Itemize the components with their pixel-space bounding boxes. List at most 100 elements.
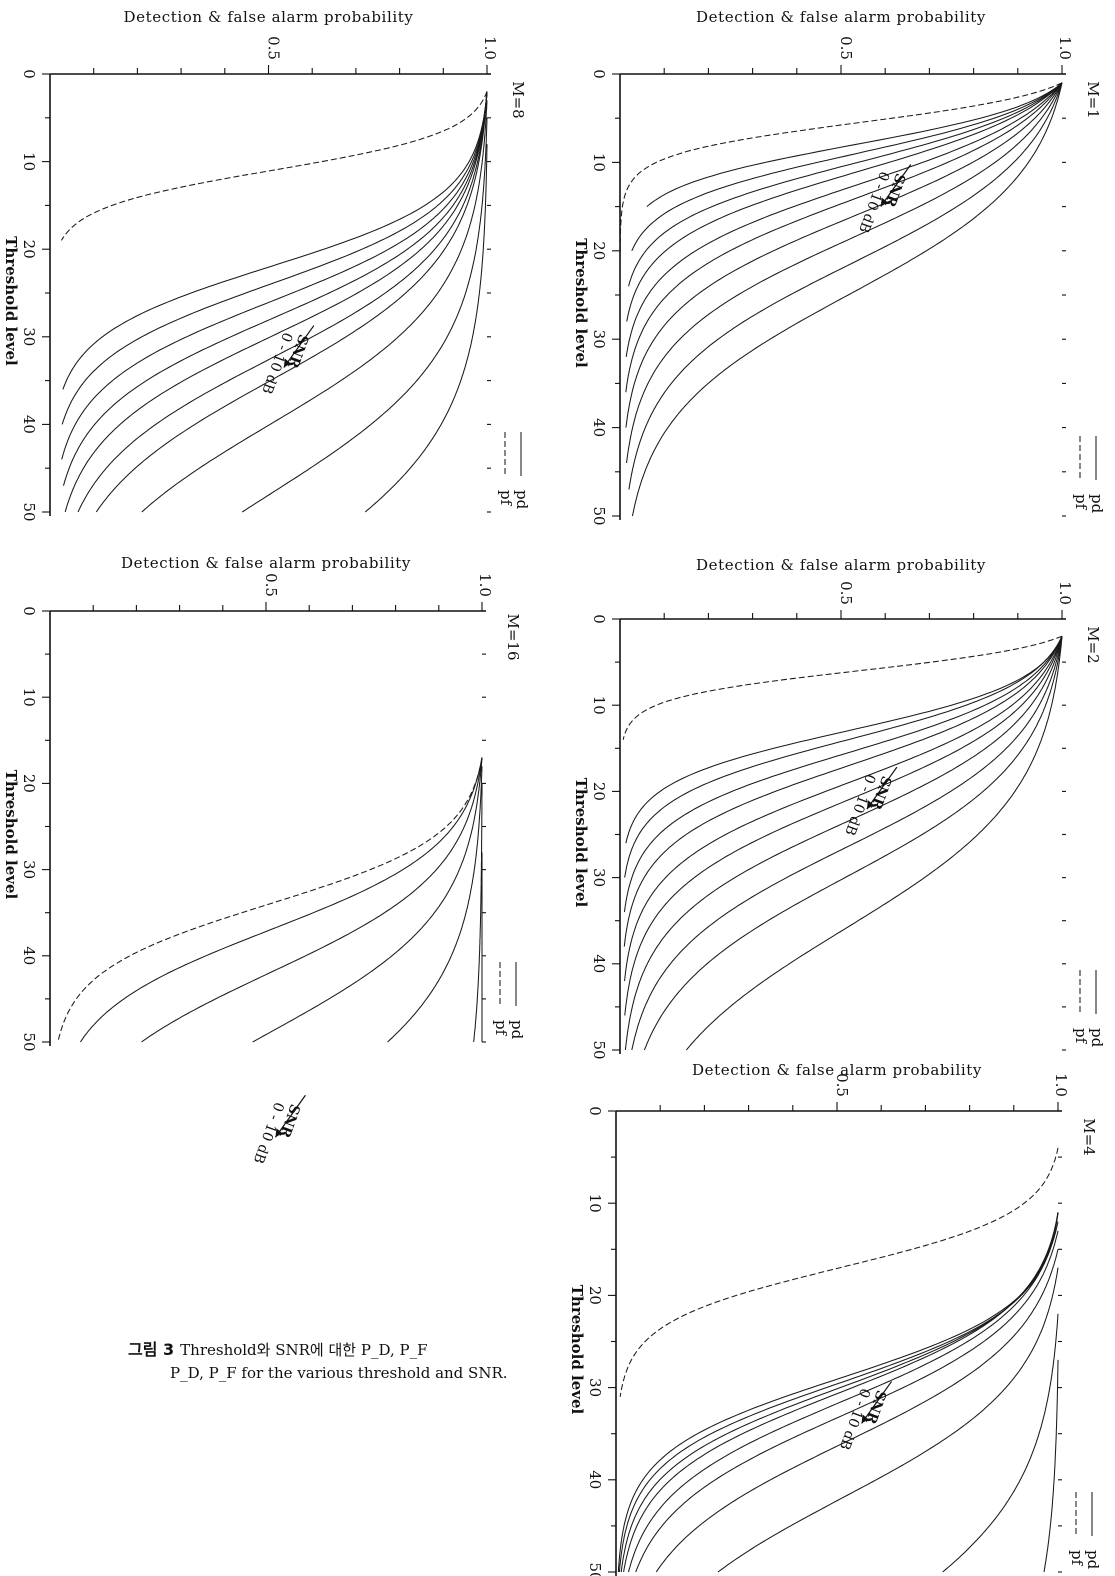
threshold-axis-label: Threshold level <box>2 236 20 366</box>
snr-arrow <box>880 164 912 207</box>
legend-pd-label: pd <box>513 490 531 510</box>
panel-title: M=1 <box>1084 81 1102 118</box>
pf-curve <box>60 91 488 241</box>
probability-axis-label: Detection & false alarm probability <box>121 554 411 572</box>
legend-pd-label: pd <box>1088 494 1106 514</box>
pd-curve-8 <box>717 1267 1059 1573</box>
probability-axis-label: Detection & false alarm probability <box>696 556 986 574</box>
pd-curve-2 <box>624 635 1063 878</box>
snr-arrowhead <box>866 800 874 810</box>
pd-curve-3 <box>252 757 483 1043</box>
probability-tick-label: 0.5 <box>833 1073 851 1097</box>
pd-curve-9 <box>643 636 1063 1051</box>
pd-curve-8 <box>141 100 488 513</box>
chart-panel-1: Detection & false alarm probability 0.5 1.… <box>572 8 1106 526</box>
threshold-tick-label: 40 <box>586 1470 604 1489</box>
pd-curve-1 <box>646 82 1063 208</box>
threshold-tick-label: 50 <box>20 502 38 521</box>
pd-curve-10 <box>685 636 1063 1051</box>
threshold-tick-label: 40 <box>590 418 608 437</box>
pd-curve-4 <box>62 91 488 486</box>
pd-curve-9 <box>628 82 1063 490</box>
pd-curve-10 <box>1043 1359 1059 1573</box>
legend-pf-label: pf <box>1072 1028 1090 1045</box>
threshold-tick-label: 30 <box>20 327 38 346</box>
threshold-tick-label: 0 <box>590 69 608 79</box>
probability-tick-label: 1.0 <box>481 36 499 60</box>
probability-tick-label: 1.0 <box>1056 581 1074 605</box>
snr-arrow <box>283 325 315 368</box>
threshold-tick-label: 30 <box>590 330 608 349</box>
pd-curve-5 <box>623 636 1063 982</box>
snr-arrowhead <box>275 1128 283 1138</box>
chart-panel-2: Detection & false alarm probability 0.5 1.… <box>572 556 1106 1060</box>
pd-curve-6 <box>77 91 488 513</box>
pd-curve-3 <box>61 91 488 460</box>
threshold-tick-label: 30 <box>20 860 38 879</box>
chart-panel-4: Detection & false alarm probability 0.5 1.… <box>2 8 531 522</box>
threshold-tick-label: 10 <box>20 688 38 707</box>
pd-curve-7 <box>624 636 1063 1051</box>
probability-tick-label: 1.0 <box>1052 1073 1070 1097</box>
pd-curve-3 <box>623 636 1063 913</box>
pd-curve-4 <box>623 1212 1059 1573</box>
threshold-tick-label: 50 <box>586 1562 604 1576</box>
threshold-tick-label: 20 <box>590 241 608 260</box>
threshold-axis-label: Threshold level <box>2 770 20 900</box>
legend-pd-label: pd <box>1088 1028 1106 1048</box>
snr-arrowhead <box>283 358 291 368</box>
legend-pf-label: pf <box>1072 494 1090 511</box>
probability-tick-label: 0.5 <box>837 581 855 605</box>
pd-curve-5 <box>627 1221 1059 1573</box>
snr-arrow <box>861 1381 893 1424</box>
pd-curve-1 <box>79 757 483 1043</box>
probability-axis-label: Detection & false alarm probability <box>692 1061 982 1079</box>
pd-curve-1 <box>62 91 488 390</box>
pd-curve-10 <box>364 144 488 513</box>
legend-pf-label: pf <box>492 1020 510 1037</box>
pd-curve-10 <box>631 82 1063 517</box>
pf-curve <box>619 82 1063 340</box>
threshold-tick-label: 40 <box>20 946 38 965</box>
pd-curve-9 <box>942 1313 1059 1573</box>
threshold-tick-label: 50 <box>590 1040 608 1059</box>
legend-pd-label: pd <box>508 1020 526 1040</box>
pd-curve-5 <box>64 91 488 513</box>
probability-tick-label: 1.0 <box>476 573 494 597</box>
pf-curve <box>57 757 483 1043</box>
caption-label: 그림 3 <box>128 1340 175 1359</box>
panel-title: M=16 <box>504 613 522 660</box>
legend-pf-label: pf <box>1068 1550 1086 1567</box>
probability-axis-label: Detection & false alarm probability <box>124 8 414 26</box>
pd-curve-7 <box>95 91 488 513</box>
pd-curve-1 <box>617 1212 1059 1573</box>
panel-title: M=2 <box>1084 626 1102 663</box>
pd-curve-2 <box>631 82 1063 252</box>
threshold-tick-label: 10 <box>590 696 608 715</box>
threshold-axis-label: Threshold level <box>568 1285 586 1415</box>
threshold-tick-label: 10 <box>20 152 38 171</box>
figure-caption: 그림 3 Threshold와 SNR에 대한 P_D, P_F P_D, P_F… <box>128 1338 508 1385</box>
threshold-tick-label: 0 <box>20 606 38 616</box>
threshold-tick-label: 0 <box>590 614 608 624</box>
pd-curve-6 <box>625 82 1063 393</box>
pd-curve-2 <box>141 757 483 1043</box>
pd-curve-5 <box>625 82 1063 357</box>
pd-curve-8 <box>631 636 1063 1051</box>
threshold-tick-label: 20 <box>590 782 608 801</box>
threshold-tick-label: 20 <box>20 240 38 259</box>
panel-title: M=8 <box>509 81 527 118</box>
pd-curve-3 <box>620 1212 1059 1573</box>
pd-curve-2 <box>618 1212 1059 1573</box>
threshold-tick-label: 30 <box>586 1378 604 1397</box>
threshold-axis-label: Threshold level <box>572 778 590 908</box>
pd-curve-3 <box>628 82 1063 287</box>
pd-curve-6 <box>635 1230 1059 1573</box>
threshold-tick-label: 0 <box>586 1106 604 1116</box>
pd-curve-1 <box>625 635 1063 844</box>
legend-pf-label: pf <box>497 490 515 507</box>
probability-tick-label: 0.5 <box>837 36 855 60</box>
pd-curve-4 <box>623 636 1063 947</box>
